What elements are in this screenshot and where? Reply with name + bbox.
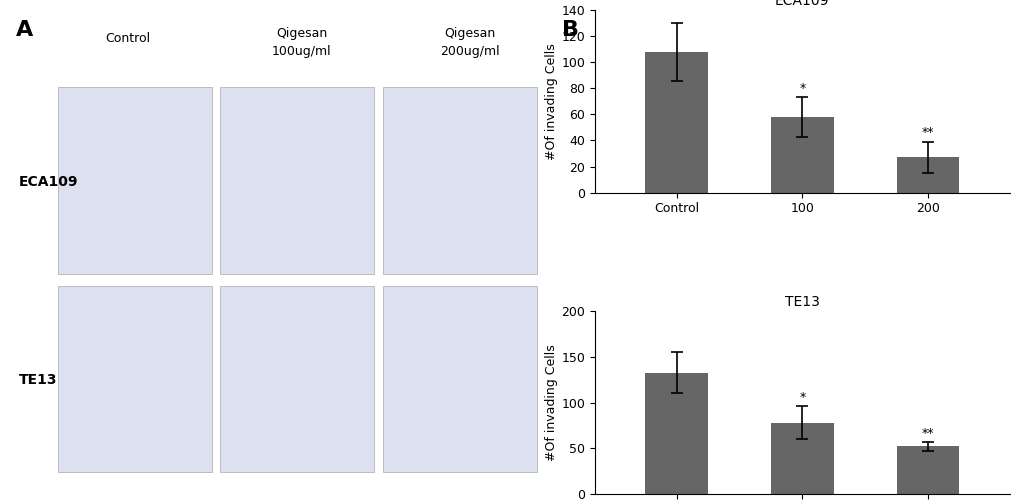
- Text: Control: Control: [105, 32, 150, 45]
- Text: TE13: TE13: [18, 373, 57, 387]
- FancyBboxPatch shape: [58, 286, 212, 472]
- Bar: [644, 52, 707, 193]
- Bar: [896, 157, 959, 193]
- Title: ECA109: ECA109: [774, 0, 828, 8]
- Bar: [770, 423, 833, 494]
- Y-axis label: #Of invading Cells: #Of invading Cells: [545, 43, 557, 160]
- Bar: [896, 447, 959, 494]
- FancyBboxPatch shape: [220, 88, 374, 274]
- Text: Qigesan: Qigesan: [275, 27, 327, 40]
- Text: ECA109: ECA109: [18, 175, 78, 189]
- Text: *: *: [799, 82, 805, 95]
- Text: 100ug/ml: 100ug/ml: [271, 45, 331, 58]
- Bar: [644, 372, 707, 494]
- Y-axis label: #Of invading Cells: #Of invading Cells: [545, 344, 557, 461]
- Title: TE13: TE13: [784, 295, 819, 309]
- Text: Qigesan: Qigesan: [443, 27, 495, 40]
- FancyBboxPatch shape: [220, 286, 374, 472]
- Text: *: *: [799, 392, 805, 404]
- FancyBboxPatch shape: [382, 88, 536, 274]
- Text: A: A: [15, 20, 33, 40]
- Bar: [770, 117, 833, 193]
- Text: B: B: [561, 20, 578, 40]
- FancyBboxPatch shape: [58, 88, 212, 274]
- Text: 200ug/ml: 200ug/ml: [439, 45, 499, 58]
- Text: **: **: [921, 126, 933, 139]
- FancyBboxPatch shape: [382, 286, 536, 472]
- Text: **: **: [921, 427, 933, 440]
